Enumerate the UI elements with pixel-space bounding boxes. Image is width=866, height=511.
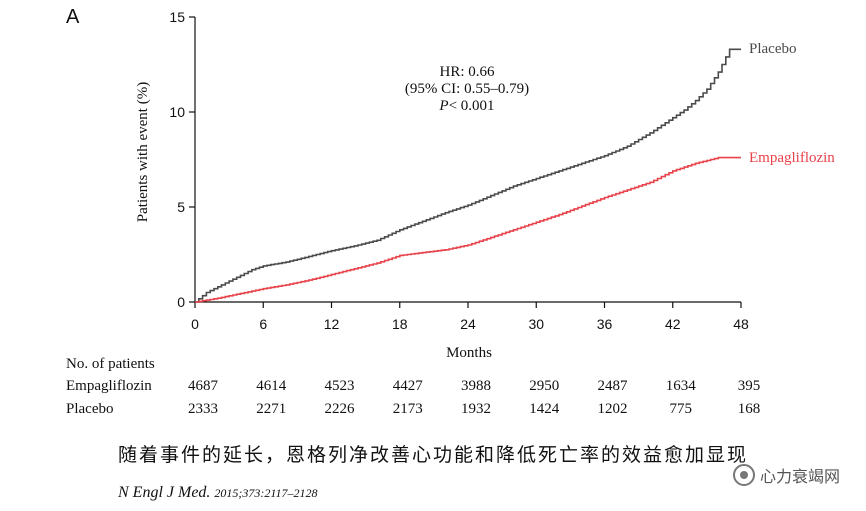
- risk-cell: 1424: [529, 401, 560, 417]
- y-tick-label: 5: [177, 199, 185, 215]
- x-tick-label: 48: [733, 316, 749, 332]
- x-tick-label: 30: [528, 316, 544, 332]
- wechat-logo-icon: [732, 464, 755, 486]
- risk-cell: 168: [737, 401, 761, 417]
- risk-cell: 1932: [461, 401, 491, 417]
- km-chart: 0 6 12 18 24 30 36 42 48 0 5 10 15 Patients with eve…: [135, 9, 835, 361]
- citation: N Engl J Med. 2015;373:2117–2128: [118, 484, 318, 502]
- hazard-ratio-text: HR: 0.66: [439, 64, 495, 80]
- risk-cell: 2333: [188, 401, 218, 417]
- risk-cell: 1202: [597, 401, 628, 417]
- watermark-text: 心力衰竭网: [759, 467, 840, 486]
- risk-cell: 4687: [188, 378, 218, 394]
- risk-cell: 2487: [597, 378, 628, 394]
- y-tick-label: 10: [169, 104, 185, 120]
- series-line-empagliflozin: [195, 156, 741, 303]
- confidence-interval-text: (95% CI: 0.55–0.79): [405, 81, 529, 97]
- risk-cell: 1634: [665, 378, 696, 394]
- y-axis-label: Patients with event (%): [135, 82, 151, 222]
- series-line-placebo: [195, 48, 741, 303]
- axes: 0 6 12 18 24 30 36 42 48 0 5 10 15: [169, 9, 749, 332]
- risk-cell: 2271: [256, 401, 287, 417]
- risk-cell: 2950: [529, 378, 560, 394]
- x-tick-label: 18: [392, 316, 408, 332]
- y-tick-label: 0: [177, 294, 185, 310]
- citation-reference: 2015;373:2117–2128: [214, 486, 318, 500]
- risk-cell: 4614: [256, 378, 287, 394]
- watermark: 心力衰竭网: [732, 463, 840, 487]
- x-tick-label: 36: [597, 316, 613, 332]
- series-label-empagliflozin: Empagliflozin: [749, 150, 835, 166]
- risk-row-name: Placebo: [66, 401, 114, 417]
- x-tick-label: 0: [191, 316, 199, 332]
- x-tick-label: 42: [665, 316, 681, 332]
- x-tick-label: 24: [460, 316, 476, 332]
- risk-cell: 395: [737, 378, 761, 394]
- panel-label: A: [66, 6, 80, 28]
- risk-cell: 775: [669, 401, 693, 417]
- risk-cell: 4523: [324, 378, 355, 394]
- risk-cell: 2226: [324, 401, 355, 417]
- series-lines: [195, 48, 741, 303]
- x-tick-label: 12: [324, 316, 340, 332]
- risk-cell: 3988: [461, 378, 491, 394]
- risk-table-title: No. of patients: [66, 356, 155, 372]
- risk-row-name: Empagliflozin: [66, 378, 152, 394]
- p-value-label: P: [438, 98, 448, 114]
- p-value-text: P< 0.001: [438, 98, 494, 114]
- series-label-placebo: Placebo: [749, 41, 796, 57]
- risk-cell: 2173: [392, 401, 423, 417]
- chinese-caption: 随着事件的延长，恩格列净改善心功能和降低死亡率的效益愈加显现: [117, 444, 748, 466]
- y-tick-label: 15: [169, 9, 185, 25]
- x-tick-label: 6: [259, 316, 267, 332]
- x-axis-label: Months: [446, 345, 492, 361]
- p-value-number: < 0.001: [449, 98, 495, 114]
- risk-cell: 4427: [392, 378, 423, 394]
- citation-journal: N Engl J Med.: [118, 484, 211, 501]
